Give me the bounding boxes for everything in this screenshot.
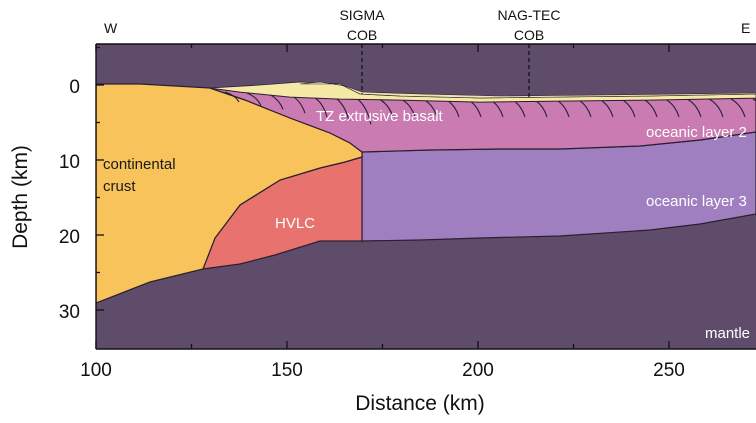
x-tick-label: 250 <box>653 360 685 381</box>
sdr-arc <box>356 98 372 125</box>
y-tick-label: 10 <box>59 152 80 173</box>
axis-ticks <box>95 44 670 349</box>
y-axis-title: Depth (km) <box>9 145 32 249</box>
sdr-arc <box>224 91 240 103</box>
x-tick-label: 200 <box>462 360 494 381</box>
x-tick-label: 100 <box>80 360 112 381</box>
sdr-arc <box>730 98 746 118</box>
nagtec-cob-label: COB <box>514 27 544 43</box>
continental-crust-label: continental <box>103 156 176 173</box>
sdr-arc <box>686 98 702 118</box>
tz-basalt-label: TZ extrusive basalt <box>316 108 444 125</box>
hvlc-label: HVLC <box>275 215 315 232</box>
x-axis-title: Distance (km) <box>355 392 485 415</box>
sdr-arc <box>708 98 724 118</box>
nagtec-label: NAG-TEC <box>498 7 561 23</box>
sigma-cob-label: COB <box>347 27 377 43</box>
x-tick-label: 150 <box>271 360 303 381</box>
plot-frame <box>95 43 756 350</box>
oceanic-layer-2-label: oceanic layer 2 <box>646 124 747 141</box>
east-label: E <box>741 20 750 36</box>
west-label: W <box>104 20 118 36</box>
y-tick-label: 0 <box>69 77 80 98</box>
sigma-label: SIGMA <box>339 7 385 23</box>
y-tick-label: 30 <box>59 302 80 323</box>
sdr-arc <box>752 98 756 102</box>
oceanic-layer-3-label: oceanic layer 3 <box>646 193 747 210</box>
y-tick-label: 20 <box>59 227 80 248</box>
sediment-upper-layer <box>299 81 756 99</box>
mantle-label: mantle <box>705 325 750 342</box>
continental-crust-label-line2: crust <box>103 178 136 195</box>
sdr-arc <box>246 92 262 106</box>
